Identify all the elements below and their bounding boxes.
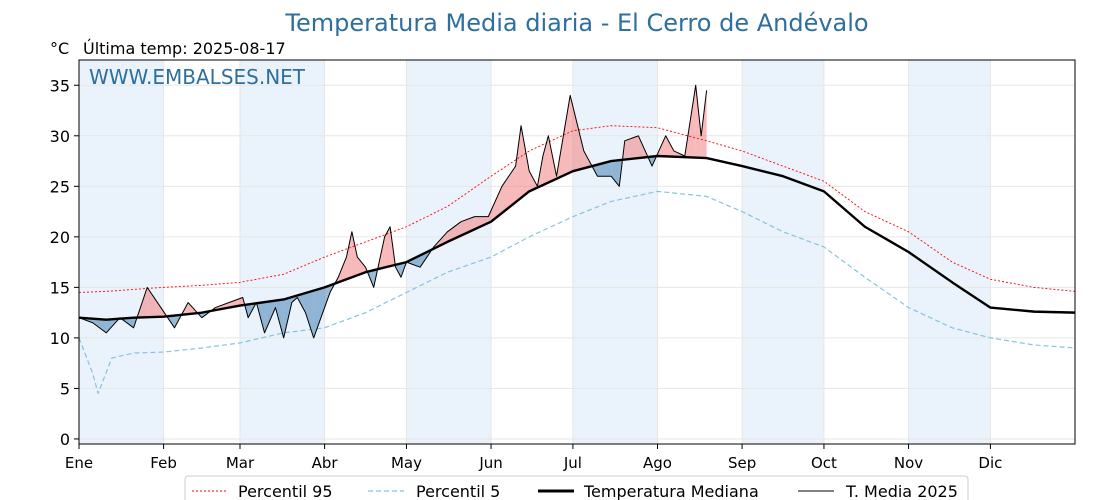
watermark: WWW.EMBALSES.NET [89,65,306,89]
anomaly-fill [313,287,325,338]
anomaly-fill [695,85,702,158]
anomaly-fill [275,299,284,338]
anomaly-fill [488,186,502,223]
month-shade-Nov [908,60,991,444]
legend-p95-label: Percentil 95 [238,482,333,500]
legend: Percentil 95 Percentil 5 Temperatura Med… [184,475,969,500]
last-temp-label: Última temp: 2025-08-17 [83,39,286,58]
anomaly-fill [611,160,620,187]
x-tick-label-Nov: Nov [894,454,923,472]
month-shade-Jul [572,60,658,444]
anomaly-fill [346,231,352,280]
series-line-3 [78,84,708,339]
legend-box [184,475,969,500]
legend-median-label: Temperatura Mediana [583,482,759,500]
series-line-2 [78,154,1076,321]
y-tick-label-0: 0 [60,430,70,449]
x-tick-label-Dic: Dic [978,454,1002,472]
anomaly-fill [501,166,516,214]
x-tick-label-Ene: Ene [65,454,93,472]
month-shade-Ene [79,60,164,444]
x-tick-label-Feb: Feb [150,454,177,472]
month-shading [79,60,991,444]
unit-label: °C [50,39,69,58]
month-shade-Mar [239,60,325,444]
y-tick-label-15: 15 [50,278,70,297]
x-tick-label-Ago: Ago [643,454,672,472]
series-line-1 [78,190,1076,395]
anomaly-fill [624,135,639,160]
anomaly-fill [297,293,306,313]
gridlines [78,60,1075,444]
month-shade-Sep [742,60,824,444]
anomaly-fill [324,285,331,308]
anomaly-fill [542,135,549,186]
y-tick-label-5: 5 [60,379,70,398]
x-tick-label-Abr: Abr [312,454,339,472]
anomaly-fill [521,125,530,198]
y-tick-label-30: 30 [50,127,70,146]
x-tick-label-Sep: Sep [728,454,756,472]
legend-current-label: T. Media 2025 [845,482,958,500]
anomaly-fill [357,257,366,276]
anomaly-fill [305,290,314,338]
x-tick-label-Jul: Jul [563,454,582,472]
x-tick-label-Jun: Jun [478,454,502,472]
anomaly-fill [384,226,391,268]
x-axis: Ene Feb Mar Abr May Jun Jul Ago Sep Oct Nov Dic [65,444,1002,472]
y-tick-label-25: 25 [50,177,70,196]
anomaly-fill [264,300,276,333]
anomaly-fill [515,125,522,203]
plot-frame [78,59,1076,445]
anomaly-fill [147,287,161,318]
anomaly-fill [92,318,107,333]
series-line-0 [78,125,1076,293]
anomaly-fill [701,90,707,159]
legend-p5-label: Percentil 5 [416,482,500,500]
x-tick-label-Oct: Oct [811,454,837,472]
chart-title: Temperatura Media diaria - El Cerro de A… [284,9,868,37]
x-tick-label-May: May [391,454,422,472]
anomaly-fill [529,171,538,192]
x-tick-label-Mar: Mar [226,454,255,472]
anomaly-fill [474,216,489,230]
y-axis: 0 5 10 15 20 25 30 35 [50,76,79,449]
month-shade-May [406,60,492,444]
y-tick-label-10: 10 [50,329,70,348]
y-tick-label-35: 35 [50,76,70,95]
anomaly-fill [570,95,584,173]
y-tick-label-20: 20 [50,228,70,247]
anomaly-fill [351,231,358,278]
anomaly-fill [665,135,674,157]
anomaly-fill [461,216,475,236]
series-lines [78,84,1076,395]
